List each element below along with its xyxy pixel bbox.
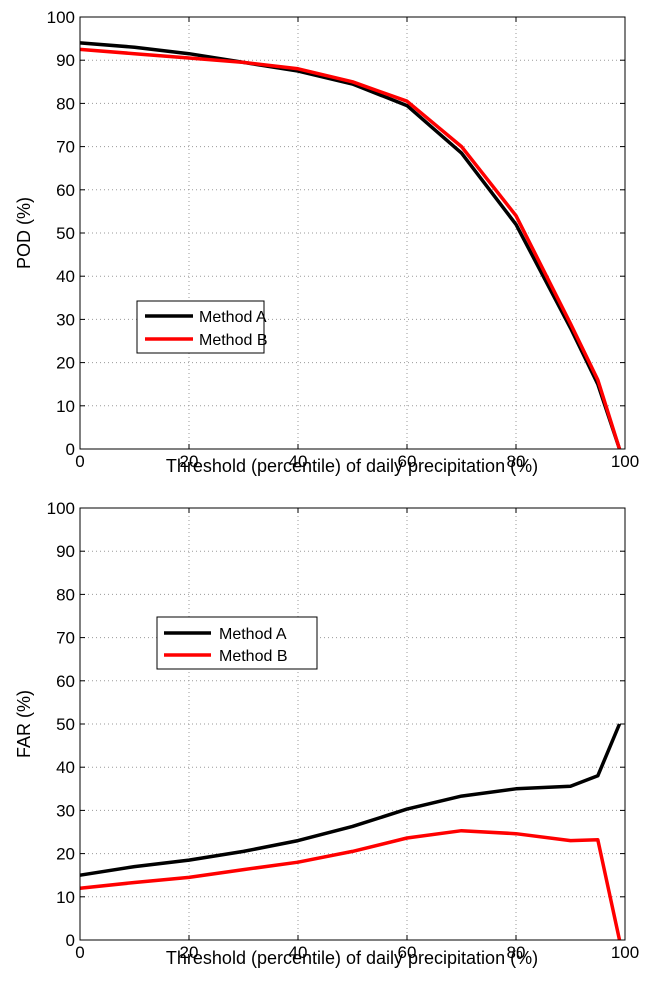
pod-y-tick-label: 100 xyxy=(47,8,75,27)
pod-legend: Method A Method B xyxy=(136,300,267,354)
far-series-line-method-b xyxy=(79,828,622,941)
far-y-tick-label: 0 xyxy=(66,931,75,950)
pod-x-tick-label: 60 xyxy=(398,452,417,471)
far-panel: 0 10 20 30 40 50 60 70 80 90 100 0 20 40 60 80 100 Thre… xyxy=(14,499,639,968)
far-x-tick-labels: 0 20 40 60 80 100 xyxy=(75,943,639,962)
pod-x-tick-label: 20 xyxy=(180,452,199,471)
pod-y-axis-title: POD (%) xyxy=(14,197,34,269)
pod-series-line-method-a xyxy=(79,41,622,450)
pod-grid xyxy=(80,17,625,449)
far-series-line-method-a xyxy=(79,723,622,877)
pod-legend-box xyxy=(136,300,265,354)
far-series-lines xyxy=(79,723,622,941)
far-y-tick-labels: 0 10 20 30 40 50 60 70 80 90 100 xyxy=(47,499,75,950)
far-y-tick-label: 50 xyxy=(56,715,75,734)
pod-y-tick-label: 40 xyxy=(56,267,75,286)
far-y-tick-label: 10 xyxy=(56,888,75,907)
far-legend-label-method-b: Method B xyxy=(219,648,287,665)
pod-x-tick-label: 100 xyxy=(611,452,639,471)
far-y-tick-label: 30 xyxy=(56,801,75,820)
far-x-tick-label: 60 xyxy=(398,943,417,962)
far-grid xyxy=(80,508,625,940)
far-tick-marks xyxy=(79,507,626,941)
pod-y-tick-label: 20 xyxy=(56,354,75,373)
far-x-axis-title: Threshold (percentile) of daily precipit… xyxy=(166,948,538,968)
far-legend: Method A Method B xyxy=(156,616,318,670)
far-legend-box xyxy=(156,616,318,670)
far-legend-label-method-a: Method A xyxy=(219,626,287,643)
pod-x-tick-label: 80 xyxy=(507,452,526,471)
pod-series-line-method-b xyxy=(79,47,622,450)
pod-legend-label-method-b: Method B xyxy=(199,332,267,349)
pod-x-tick-label: 40 xyxy=(289,452,308,471)
far-y-tick-label: 80 xyxy=(56,585,75,604)
far-y-tick-label: 100 xyxy=(47,499,75,518)
far-x-tick-label: 0 xyxy=(75,943,84,962)
pod-x-tick-labels: 0 20 40 60 80 100 xyxy=(75,452,639,471)
pod-x-axis-title: Threshold (percentile) of daily precipit… xyxy=(166,456,538,476)
pod-x-tick-label: 0 xyxy=(75,452,84,471)
far-y-axis-title: FAR (%) xyxy=(14,690,34,758)
far-x-tick-label: 40 xyxy=(289,943,308,962)
far-y-tick-label: 90 xyxy=(56,542,75,561)
pod-legend-label-method-a: Method A xyxy=(199,309,267,326)
pod-y-tick-label: 80 xyxy=(56,94,75,113)
pod-series-lines xyxy=(79,41,622,450)
far-y-tick-label: 40 xyxy=(56,758,75,777)
far-y-tick-label: 70 xyxy=(56,629,75,648)
far-y-tick-label: 60 xyxy=(56,672,75,691)
pod-panel: 0 10 20 30 40 50 60 70 80 90 100 0 20 40 60 80 100 Thre… xyxy=(14,8,639,476)
pod-y-tick-label: 70 xyxy=(56,138,75,157)
pod-y-tick-label: 90 xyxy=(56,51,75,70)
pod-y-tick-labels: 0 10 20 30 40 50 60 70 80 90 100 xyxy=(47,8,75,459)
far-x-tick-label: 100 xyxy=(611,943,639,962)
pod-y-tick-label: 60 xyxy=(56,181,75,200)
pod-y-tick-label: 30 xyxy=(56,310,75,329)
pod-y-tick-label: 50 xyxy=(56,224,75,243)
far-x-tick-label: 20 xyxy=(180,943,199,962)
pod-tick-marks xyxy=(79,16,626,450)
pod-y-tick-label: 10 xyxy=(56,397,75,416)
far-x-tick-label: 80 xyxy=(507,943,526,962)
pod-y-tick-label: 0 xyxy=(66,440,75,459)
far-y-tick-label: 20 xyxy=(56,845,75,864)
